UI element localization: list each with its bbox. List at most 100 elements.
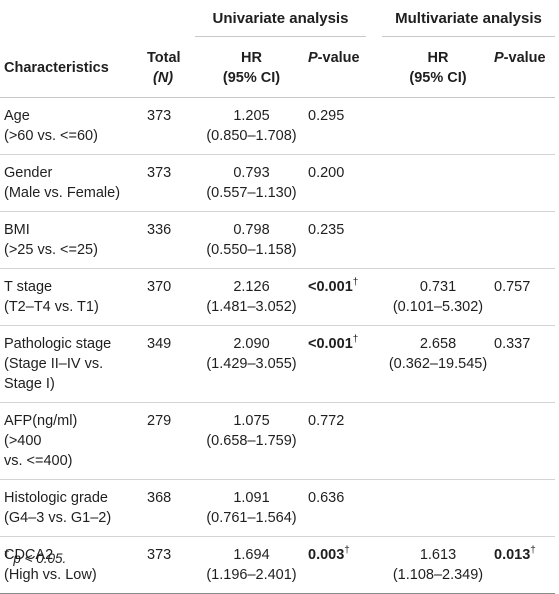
multi-hr-cell: 0.731 (0.101–5.302): [382, 269, 494, 326]
multivariate-group-header: Multivariate analysis: [382, 0, 555, 37]
total-value: 336: [147, 222, 172, 238]
uni-hr-cell: 1.205 (0.850–1.708): [195, 98, 308, 155]
uni-hr-text: 0.798: [233, 222, 270, 238]
characteristic-text: (Male vs. Female): [4, 185, 121, 201]
univariate-group-header: Univariate analysis: [195, 0, 366, 37]
multi-hr-text: 1.613: [419, 547, 457, 563]
uni-p-cell: 0.636: [308, 480, 366, 537]
column-gap: [366, 98, 382, 155]
characteristic-text: Histologic grade: [4, 490, 108, 506]
uni-hr-text: 2.090: [233, 336, 270, 352]
uni-hr-text: (0.550–1.158): [206, 242, 297, 258]
uni-hr-cell: 1.091 (0.761–1.564): [195, 480, 308, 537]
footnote-text: p < 0.05.: [9, 551, 67, 566]
column-gap: [366, 326, 382, 403]
table-row: Pathologic stage (Stage II–IV vs. Stage I)…: [0, 326, 555, 403]
uni-p-header-rest: -value: [317, 50, 360, 66]
multi-hr-text: (1.108–2.349): [392, 567, 484, 583]
column-gap: [366, 480, 382, 537]
table-row: CDCA2 (High vs. Low) 373 1.694 (1.196–2.401)…: [0, 537, 555, 594]
table-row: Gender (Male vs. Female) 373 0.793 (0.557–1.…: [0, 155, 555, 212]
uni-p-cell: <0.001†: [308, 269, 366, 326]
multi-p-header: P-value: [494, 37, 555, 98]
uni-p-value: <0.001: [308, 336, 353, 352]
multi-hr-cell: [382, 480, 494, 537]
uni-p-value: 0.295: [308, 108, 345, 124]
uni-hr-cell: 2.090 (1.429–3.055): [195, 326, 308, 403]
column-gap: [366, 269, 382, 326]
multi-hr-cell: 1.613 (1.108–2.349): [382, 537, 494, 594]
total-header: Total (N): [147, 37, 195, 98]
multi-p-cell: [494, 480, 555, 537]
uni-p-value: <0.001: [308, 279, 353, 295]
uni-hr-text: (0.658–1.759): [206, 433, 297, 449]
characteristic-cell: Histologic grade (G4–3 vs. G1–2): [0, 480, 147, 537]
uni-p-cell: 0.200: [308, 155, 366, 212]
multi-hr-header-line2: (95% CI): [409, 70, 467, 86]
table-body: Age (>60 vs. <=60) 373 1.205 (0.850–1.708) 0.…: [0, 98, 555, 594]
characteristic-cell: T stage (T2–T4 vs. T1): [0, 269, 147, 326]
uni-hr-cell: 1.694 (1.196–2.401): [195, 537, 308, 594]
total-cell: 368: [147, 480, 195, 537]
uni-p-header: P-value: [308, 37, 366, 98]
table-row: AFP(ng/ml) (>400 vs. <=400) 279 1.075 (0.658–…: [0, 403, 555, 480]
table-row: Histologic grade (G4–3 vs. G1–2) 368 1.091 (…: [0, 480, 555, 537]
total-cell: 373: [147, 98, 195, 155]
characteristic-text: CDCA2: [4, 547, 54, 563]
characteristic-text: Age: [4, 108, 30, 124]
uni-p-header-italic: P: [308, 50, 318, 66]
uni-p-cell: <0.001†: [308, 326, 366, 403]
characteristic-text: (G4–3 vs. G1–2): [4, 510, 112, 526]
total-header-line1: Total: [147, 49, 181, 66]
uni-hr-text: 1.205: [233, 108, 270, 124]
multi-p-value: 0.757: [494, 279, 531, 295]
total-cell: 373: [147, 537, 195, 594]
uni-hr-text: (1.196–2.401): [206, 567, 297, 583]
characteristic-text: (T2–T4 vs. T1): [4, 299, 99, 315]
uni-p-value: 0.636: [308, 490, 345, 506]
multi-p-cell: [494, 98, 555, 155]
total-value: 373: [147, 108, 172, 124]
column-gap: [366, 155, 382, 212]
uni-p-value: 0.235: [308, 222, 345, 238]
characteristic-text: vs. <=400): [4, 453, 73, 469]
multi-hr-text: 2.658: [419, 336, 457, 352]
total-cell: 349: [147, 326, 195, 403]
characteristic-cell: BMI (>25 vs. <=25): [0, 212, 147, 269]
total-cell: 279: [147, 403, 195, 480]
multi-p-header-italic: P: [494, 50, 504, 66]
multi-hr-text: (0.362–19.545): [388, 356, 488, 372]
multi-hr-header-line1: HR: [427, 50, 449, 66]
characteristic-text: Stage I): [4, 376, 55, 392]
uni-hr-cell: 0.798 (0.550–1.158): [195, 212, 308, 269]
multi-hr-cell: [382, 212, 494, 269]
significance-dagger: †: [530, 545, 536, 556]
multi-p-cell: 0.757: [494, 269, 555, 326]
uni-p-value: 0.200: [308, 165, 345, 181]
significance-dagger: †: [352, 334, 359, 345]
multi-p-cell: [494, 155, 555, 212]
characteristic-text: BMI: [4, 222, 30, 238]
uni-hr-header-line1: HR: [241, 50, 262, 66]
multi-hr-cell: [382, 98, 494, 155]
uni-hr-cell: 2.126 (1.481–3.052): [195, 269, 308, 326]
total-value: 373: [147, 547, 172, 563]
uni-hr-header-line2: (95% CI): [222, 70, 281, 86]
total-header-line2: (N): [153, 69, 174, 86]
total-value: 349: [147, 336, 172, 352]
uni-hr-text: 1.075: [233, 413, 270, 429]
footnote: † p < 0.05.: [4, 550, 67, 567]
uni-p-value: 0.003: [308, 547, 345, 563]
total-value: 370: [147, 279, 172, 295]
characteristic-text: Gender: [4, 165, 53, 181]
multi-hr-header: HR (95% CI): [382, 37, 494, 98]
significance-dagger: †: [352, 277, 359, 288]
multi-hr-cell: [382, 403, 494, 480]
uni-p-cell: 0.003†: [308, 537, 366, 594]
total-cell: 336: [147, 212, 195, 269]
characteristic-text: T stage: [4, 279, 53, 295]
total-value: 373: [147, 165, 172, 181]
uni-hr-cell: 1.075 (0.658–1.759): [195, 403, 308, 480]
table-row: T stage (T2–T4 vs. T1) 370 2.126 (1.481–3.05…: [0, 269, 555, 326]
